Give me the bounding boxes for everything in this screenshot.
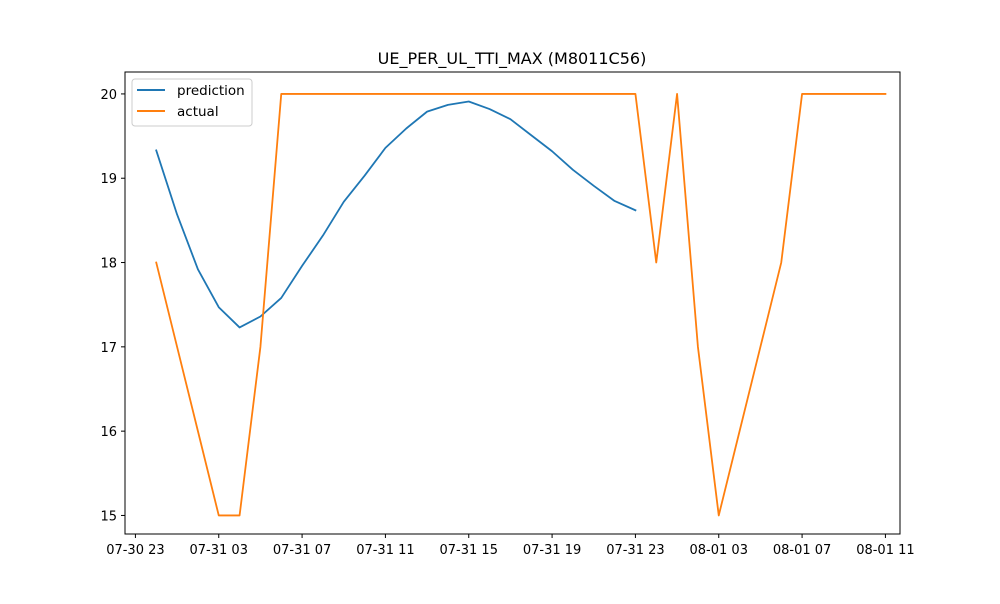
x-tick-label: 07-31 03: [190, 543, 248, 558]
legend: prediction actual: [131, 78, 253, 127]
x-tick-label: 08-01 11: [856, 543, 914, 558]
series-line-prediction: [155, 100, 637, 329]
y-tick-label: 17: [100, 341, 117, 356]
x-tick-label: 08-01 07: [773, 543, 831, 558]
y-tick-label: 15: [100, 509, 117, 524]
x-tick-label: 07-30 23: [106, 543, 164, 558]
x-tick-label: 07-31 19: [523, 543, 581, 558]
legend-label-actual: actual: [177, 104, 219, 120]
x-tick-label: 07-31 11: [356, 543, 414, 558]
series-line-actual: [155, 93, 887, 517]
y-tick-label: 20: [100, 88, 117, 103]
y-axis: 15 16 17 18 19 20: [100, 88, 125, 524]
y-tick-label: 16: [100, 425, 117, 440]
plot-area-frame: [124, 71, 901, 535]
y-tick-label: 18: [100, 257, 117, 272]
x-tick-label: 07-31 15: [440, 543, 498, 558]
series-layer: [155, 93, 887, 517]
x-tick-label: 07-31 07: [273, 543, 331, 558]
legend-label-prediction: prediction: [177, 83, 245, 99]
x-tick-label: 08-01 03: [690, 543, 748, 558]
x-axis: 07-30 23 07-31 03 07-31 07 07-31 11 07-31 15…: [106, 534, 915, 558]
y-tick-label: 19: [100, 172, 117, 187]
x-tick-label: 07-31 23: [606, 543, 664, 558]
chart-title: UE_PER_UL_TTI_MAX (M8011C56): [378, 49, 647, 69]
